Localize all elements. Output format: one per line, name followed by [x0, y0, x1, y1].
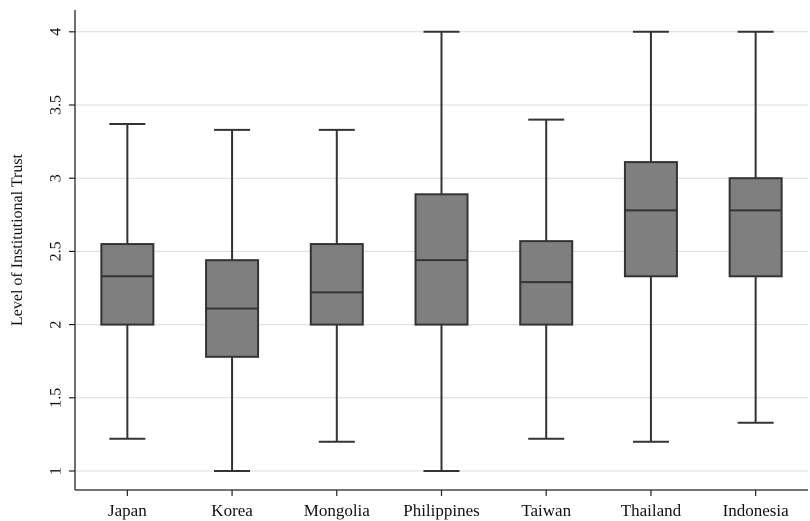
y-tick-label: 3.5	[48, 95, 65, 115]
y-tick-label: 3	[48, 174, 65, 182]
x-tick-label: Korea	[211, 501, 253, 520]
y-axis-ticks: 1 1.5 2 2.5 3 3.5 4	[48, 28, 75, 475]
x-tick-label: Indonesia	[723, 501, 790, 520]
box-korea	[205, 128, 260, 472]
y-tick-label: 4	[48, 28, 65, 36]
iqr-box	[100, 243, 155, 326]
y-tick-label: 2	[48, 321, 65, 329]
iqr-box	[309, 243, 364, 326]
y-axis-label: Level of Institutional Trust	[9, 153, 26, 326]
y-tick-label: 1	[48, 467, 65, 475]
box-thailand	[623, 30, 678, 443]
box-indonesia	[728, 30, 783, 424]
x-axis-labels: Japan Korea Mongolia Philippines Taiwan Thail…	[108, 490, 789, 520]
x-tick-label: Thailand	[621, 501, 682, 520]
iqr-box	[623, 161, 678, 278]
box-taiwan	[519, 118, 574, 440]
box-japan	[100, 123, 155, 440]
x-tick-label: Philippines	[403, 501, 480, 520]
x-tick-label: Japan	[108, 501, 147, 520]
y-tick-label: 1.5	[48, 388, 65, 408]
box-philippines	[414, 30, 469, 472]
y-tick-label: 2.5	[48, 241, 65, 261]
x-tick-label: Taiwan	[521, 501, 571, 520]
box-mongolia	[309, 128, 364, 443]
x-tick-label: Mongolia	[304, 501, 371, 520]
boxes	[100, 30, 783, 472]
iqr-box	[728, 177, 783, 278]
